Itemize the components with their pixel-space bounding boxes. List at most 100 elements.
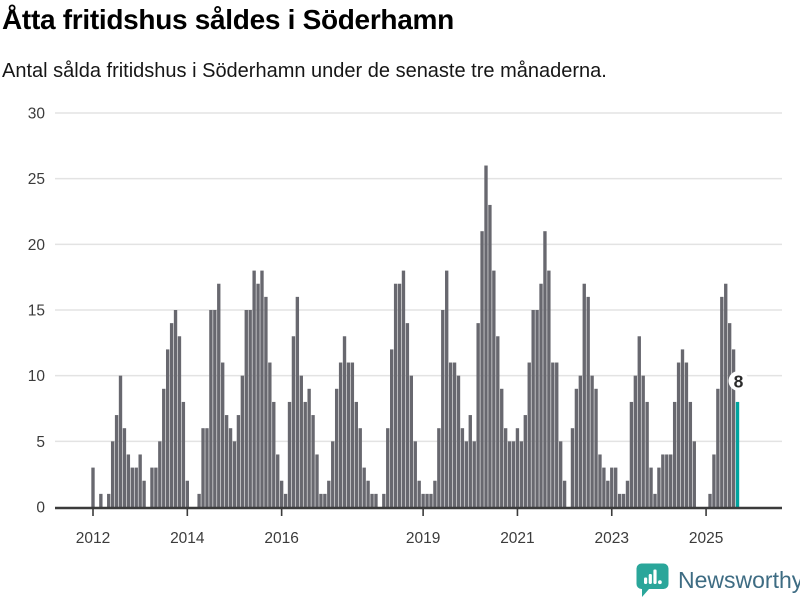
bar <box>676 362 681 507</box>
bar <box>397 283 402 507</box>
bar <box>425 493 429 507</box>
y-axis-label-10: 10 <box>28 368 46 385</box>
bar <box>724 283 728 507</box>
bar <box>503 428 508 507</box>
bar <box>272 401 276 507</box>
bar <box>437 428 441 507</box>
bar <box>370 493 374 507</box>
bar <box>114 415 119 507</box>
bar <box>511 441 516 507</box>
bar <box>260 270 264 507</box>
bar <box>338 362 343 507</box>
bar <box>456 375 461 507</box>
bar <box>653 493 657 507</box>
chart-subtitle: Antal sålda fritidshus i Söderhamn under… <box>2 60 607 82</box>
bar <box>386 428 390 507</box>
bar <box>248 310 252 507</box>
bar <box>621 493 626 507</box>
chart-title: Åtta fritidshus såldes i Söderhamn <box>2 4 454 35</box>
bar <box>256 283 260 507</box>
x-axis-label-2014: 2014 <box>170 530 205 547</box>
bar <box>708 493 712 507</box>
bar <box>551 362 555 507</box>
bar <box>562 480 567 507</box>
y-axis-label-20: 20 <box>28 237 46 254</box>
bar <box>590 375 594 507</box>
bar <box>134 467 138 507</box>
bar <box>515 428 520 507</box>
bar <box>641 375 645 507</box>
bar <box>311 415 315 507</box>
bar <box>228 428 233 507</box>
bar <box>327 480 331 507</box>
bar <box>197 493 201 507</box>
bar <box>468 415 472 507</box>
bar <box>130 467 134 507</box>
bar <box>496 336 500 507</box>
bar <box>488 204 492 507</box>
bar <box>500 388 504 507</box>
bar <box>657 467 661 507</box>
bar <box>224 415 229 507</box>
x-axis-label-2019: 2019 <box>406 530 440 547</box>
bar <box>354 401 358 507</box>
bar <box>484 165 488 507</box>
bar <box>492 270 496 507</box>
bar <box>315 454 319 507</box>
bar <box>99 493 103 507</box>
bar <box>645 401 649 507</box>
logo-bar-medium <box>648 573 652 584</box>
bar <box>688 401 693 507</box>
bar <box>268 362 272 507</box>
bar <box>232 441 237 507</box>
bar <box>299 375 303 507</box>
bar <box>374 493 378 507</box>
y-axis-label-5: 5 <box>36 434 45 451</box>
bar <box>448 362 453 507</box>
highlight-value-label: 8 <box>734 371 744 391</box>
bar <box>126 454 131 507</box>
bar <box>582 283 586 507</box>
bar <box>173 310 178 507</box>
bar <box>712 454 716 507</box>
bar <box>480 231 484 507</box>
bar <box>598 454 602 507</box>
x-axis-label-2025: 2025 <box>689 530 723 547</box>
bar <box>610 467 614 507</box>
highlighted-bar <box>735 401 740 507</box>
newsworthy-logo[interactable]: Newsworthy <box>636 560 800 600</box>
bar <box>295 296 300 507</box>
bar <box>535 310 539 507</box>
x-axis-label-2021: 2021 <box>500 530 534 547</box>
bar <box>279 480 284 507</box>
bar <box>283 493 288 507</box>
bar <box>531 310 535 507</box>
y-axis-label-0: 0 <box>36 500 45 517</box>
bar <box>429 493 433 507</box>
bar <box>154 467 158 507</box>
bar <box>91 467 95 507</box>
y-axis-label-30: 30 <box>28 106 46 123</box>
bar <box>665 454 669 507</box>
bar <box>460 428 465 507</box>
bar <box>276 454 280 507</box>
bar <box>452 362 457 507</box>
bar <box>413 441 417 507</box>
bar <box>421 493 425 507</box>
bar <box>181 401 186 507</box>
bar <box>578 375 582 507</box>
bar <box>358 428 362 507</box>
bar <box>405 323 410 507</box>
bar <box>323 493 327 507</box>
bar <box>110 441 115 507</box>
bar <box>138 454 142 507</box>
bar <box>185 480 189 507</box>
bar <box>393 283 398 507</box>
bar <box>547 270 551 507</box>
bar <box>362 467 366 507</box>
x-axis-label-2023: 2023 <box>595 530 629 547</box>
bar <box>346 362 351 507</box>
bar <box>142 480 146 507</box>
bar <box>409 375 414 507</box>
